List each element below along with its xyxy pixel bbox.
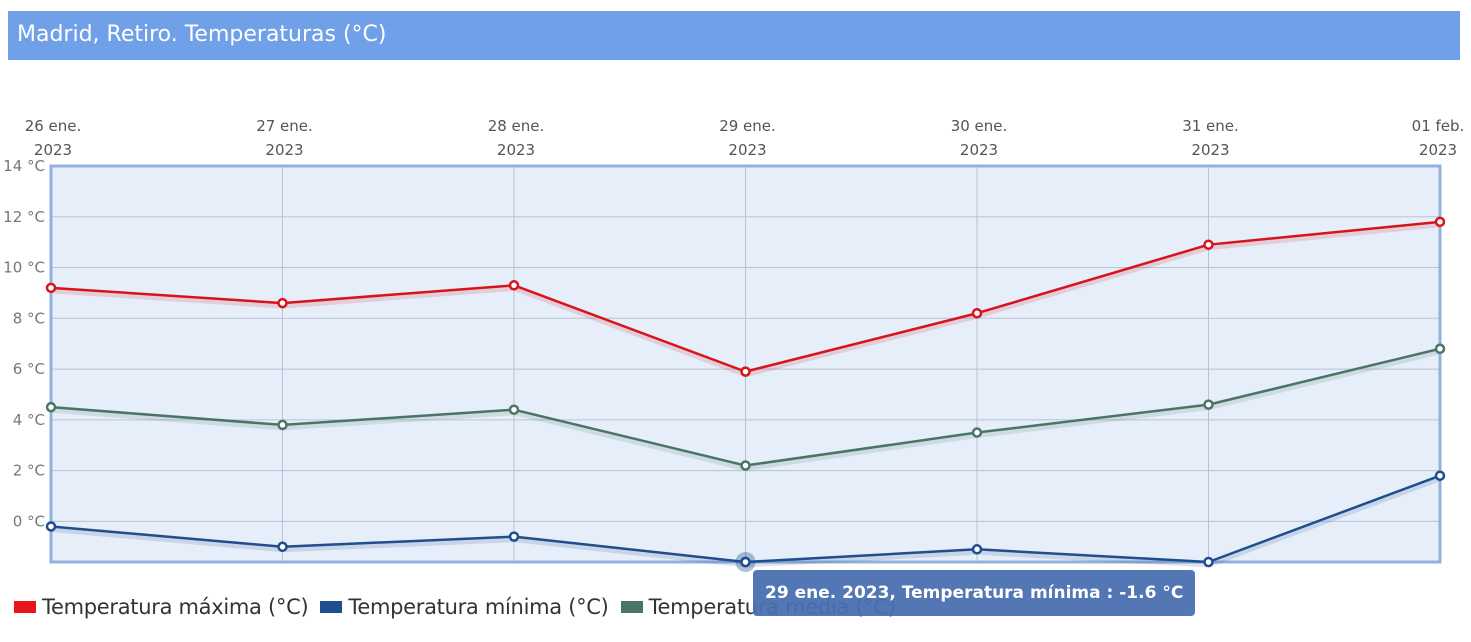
x-tick-year: 2023 bbox=[960, 141, 998, 159]
data-point[interactable] bbox=[508, 531, 520, 542]
legend-swatch-min-icon bbox=[320, 601, 343, 613]
data-point[interactable] bbox=[508, 404, 520, 415]
x-axis-labels: 26 ene. 2023 27 ene. 2023 28 ene. 2023 29 ene.… bbox=[25, 117, 1465, 159]
legend-item-max[interactable]: Temperatura máxima (°C) bbox=[14, 595, 309, 619]
data-point[interactable] bbox=[1434, 470, 1446, 481]
y-tick-label: 10 °C bbox=[3, 259, 45, 277]
data-tooltip: 29 ene. 2023, Temperatura mínima : -1.6 … bbox=[753, 570, 1196, 616]
data-point[interactable] bbox=[971, 544, 983, 555]
hover-highlight bbox=[735, 552, 756, 572]
x-tick-label: 29 ene. bbox=[719, 117, 776, 135]
highlighted-data-point[interactable] bbox=[740, 556, 751, 568]
x-tick-year: 2023 bbox=[1191, 141, 1229, 159]
data-point[interactable] bbox=[277, 541, 288, 553]
series-media bbox=[45, 343, 1446, 472]
data-point[interactable] bbox=[740, 460, 751, 471]
legend-swatch-max-icon bbox=[14, 601, 36, 613]
data-point[interactable] bbox=[971, 427, 983, 438]
x-tick-label: 27 ene. bbox=[256, 117, 313, 135]
x-tick-year: 2023 bbox=[1419, 141, 1457, 159]
data-point[interactable] bbox=[1203, 239, 1214, 250]
y-tick-label: 12 °C bbox=[3, 208, 45, 226]
y-tick-label: 8 °C bbox=[13, 309, 45, 327]
data-point[interactable] bbox=[1434, 216, 1446, 228]
legend-swatch-media-icon bbox=[620, 601, 643, 613]
legend-label-min: Temperatura mínima (°C) bbox=[348, 595, 609, 619]
y-tick-label: 6 °C bbox=[13, 360, 45, 378]
y-axis-labels: 0 °C 2 °C 4 °C 6 °C 8 °C 10 °C 12 °C 14 °C bbox=[3, 157, 45, 530]
data-point[interactable] bbox=[45, 521, 57, 532]
chart-header: Madrid, Retiro. Temperaturas (°C) bbox=[8, 11, 1460, 60]
series-max bbox=[45, 216, 1446, 378]
data-point[interactable] bbox=[971, 307, 983, 319]
x-tick-year: 2023 bbox=[497, 141, 535, 159]
data-point[interactable] bbox=[508, 280, 520, 291]
x-tick-label: 31 ene. bbox=[1182, 117, 1239, 135]
data-point[interactable] bbox=[277, 419, 288, 431]
data-point[interactable] bbox=[277, 297, 288, 309]
y-tick-label: 2 °C bbox=[13, 462, 45, 480]
y-tick-label: 14 °C bbox=[3, 157, 45, 175]
x-tick-year: 2023 bbox=[265, 141, 303, 159]
legend-label-max: Temperatura máxima (°C) bbox=[42, 595, 309, 619]
data-point[interactable] bbox=[1203, 556, 1214, 568]
data-point[interactable] bbox=[740, 366, 751, 377]
y-tick-label: 4 °C bbox=[13, 411, 45, 429]
x-tick-label: 30 ene. bbox=[951, 117, 1008, 135]
chart-title: Madrid, Retiro. Temperaturas (°C) bbox=[17, 22, 387, 47]
data-point[interactable] bbox=[45, 282, 57, 294]
x-tick-year: 2023 bbox=[34, 141, 72, 159]
x-tick-label: 26 ene. bbox=[25, 117, 82, 135]
x-tick-label: 28 ene. bbox=[488, 117, 545, 135]
legend-item-min[interactable]: Temperatura mínima (°C) bbox=[320, 595, 609, 619]
y-tick-label: 0 °C bbox=[13, 512, 45, 530]
data-point[interactable] bbox=[1203, 399, 1214, 410]
x-tick-label: 01 feb. bbox=[1412, 117, 1465, 135]
x-tick-year: 2023 bbox=[728, 141, 766, 159]
data-point[interactable] bbox=[1434, 343, 1446, 355]
data-point[interactable] bbox=[45, 401, 57, 413]
tooltip-text: 29 ene. 2023, Temperatura mínima : -1.6 … bbox=[765, 583, 1184, 603]
